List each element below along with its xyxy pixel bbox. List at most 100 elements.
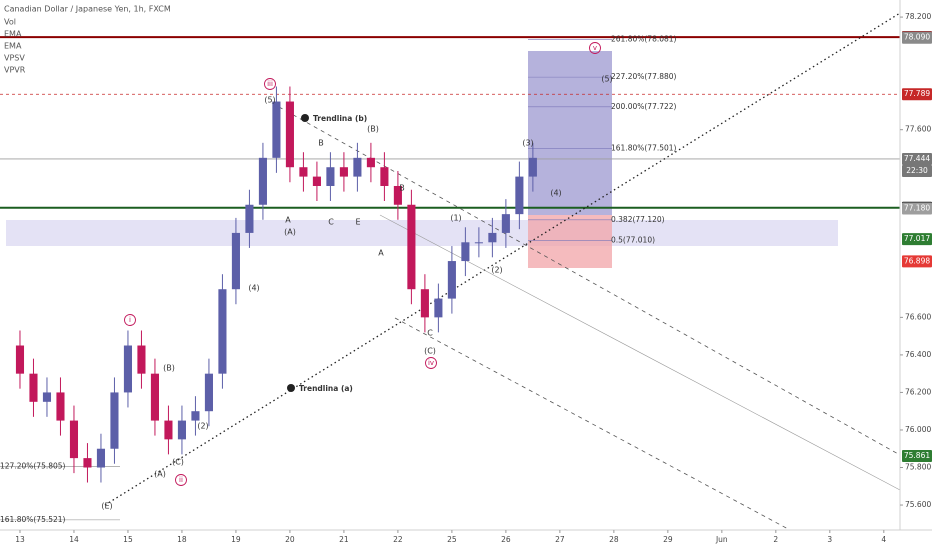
x-tick-label: 14 xyxy=(69,535,79,544)
legend: Canadian Dollar / Japanese Yen, 1h, FXCM… xyxy=(4,5,171,75)
wave-label: (3) xyxy=(522,139,533,148)
x-tick-label: Jun xyxy=(715,535,728,544)
candle-body xyxy=(501,214,510,233)
price-tag-label: 76.898 xyxy=(904,256,930,265)
candle-body xyxy=(164,420,173,440)
legend-item: EMA xyxy=(4,42,22,51)
candle-body xyxy=(204,373,213,412)
x-tick-label: 18 xyxy=(177,535,187,544)
candle-body xyxy=(123,345,133,393)
fib-label: 161.80%(75.521) xyxy=(0,515,66,524)
candle-body xyxy=(488,232,497,243)
trendline-a xyxy=(104,9,906,506)
price-tag: 77.789 xyxy=(902,88,932,101)
x-tick-label: 15 xyxy=(123,535,133,544)
price-tag-label: 77.180 xyxy=(904,204,930,213)
candle-body xyxy=(366,157,375,168)
candle-body xyxy=(285,101,294,168)
wave-label: (4) xyxy=(550,189,561,198)
wave-label: B xyxy=(318,139,324,148)
y-tick-label: 76.000 xyxy=(905,425,931,434)
candle-body xyxy=(339,167,348,177)
candle-body xyxy=(353,157,362,177)
wave-circle xyxy=(175,474,187,486)
y-tick-label: 75.600 xyxy=(905,500,931,509)
y-tick-label: 76.600 xyxy=(905,312,931,321)
candle-body xyxy=(245,204,254,233)
wave-label: A xyxy=(378,249,384,258)
wave-label: (A) xyxy=(284,228,296,237)
x-tick-label: 20 xyxy=(285,535,295,544)
legend-item: Vol xyxy=(4,18,16,27)
wave-label: ii xyxy=(179,476,183,484)
legend-item: VPVR xyxy=(4,66,26,75)
fib-label: 0.5(77.010) xyxy=(611,235,655,244)
legend-item: EMA xyxy=(4,30,22,39)
fib-label: 200.00%(77.722) xyxy=(611,102,677,111)
wave-circle xyxy=(124,314,136,326)
price-tag: 77.444 22:30 xyxy=(902,152,932,177)
fib-label: 227.20%(77.880) xyxy=(611,72,677,81)
countdown-label: 22:30 xyxy=(906,166,928,175)
candle-body xyxy=(474,242,483,244)
target-box xyxy=(528,51,612,215)
x-tick-label: 2 xyxy=(773,535,778,544)
candle-body xyxy=(272,101,281,158)
candle-body xyxy=(299,167,308,177)
price-tag-box xyxy=(902,152,932,165)
x-tick-label: 22 xyxy=(393,535,403,544)
legend-title: Canadian Dollar / Japanese Yen, 1h, FXCM xyxy=(4,5,171,14)
wave-label: iii xyxy=(267,80,273,88)
price-tag: 78.090 xyxy=(902,31,932,44)
candle-body xyxy=(42,392,52,402)
candle-body xyxy=(96,448,106,468)
candle-body xyxy=(56,392,65,421)
price-tag-label: 77.789 xyxy=(904,89,930,98)
stop-box xyxy=(528,215,612,268)
wave-label: iv xyxy=(428,359,434,367)
candle-body xyxy=(191,411,200,421)
trendline-handle xyxy=(287,384,295,392)
price-tag-label: 77.444 xyxy=(904,154,930,163)
x-tick-label: 28 xyxy=(609,535,619,544)
wave-label: (A) xyxy=(154,470,166,479)
legend-item: VPSV xyxy=(4,54,25,63)
x-tick-label: 25 xyxy=(447,535,457,544)
candle-body xyxy=(393,185,402,205)
candle-body xyxy=(434,298,443,318)
trendline-label: Trendlina (a) xyxy=(299,384,353,393)
candle-body xyxy=(110,392,119,449)
candle-body xyxy=(515,176,524,215)
candle-body xyxy=(218,289,227,374)
price-tag-box xyxy=(902,450,932,463)
x-tick-label: 27 xyxy=(555,535,565,544)
price-tag: 77.017 xyxy=(902,233,932,246)
price-tag-box xyxy=(902,255,932,268)
wave-label: (C) xyxy=(172,458,184,467)
wave-label: (5) xyxy=(264,96,275,105)
wave-label: i xyxy=(129,316,131,324)
wave-label: (5) xyxy=(601,75,612,84)
wave-label: (E) xyxy=(101,502,112,511)
price-tag-box xyxy=(902,31,932,44)
axes: 78.200 77.600 76.600 76.400 76.200 76.000 75.8… xyxy=(15,12,932,544)
y-tick-label: 78.200 xyxy=(905,12,931,21)
x-tick-label: 29 xyxy=(663,535,673,544)
wave-label: (4) xyxy=(248,284,259,293)
x-tick-label: 4 xyxy=(881,535,886,544)
trendline-handle xyxy=(301,114,309,122)
price-tag-box xyxy=(902,88,932,101)
fib-label: 127.20%(75.805) xyxy=(0,462,66,471)
candle-body xyxy=(447,261,456,299)
y-tick-label: 76.200 xyxy=(905,387,931,396)
fib-label: 161.80%(77.501) xyxy=(611,143,677,152)
price-tag-box xyxy=(902,233,932,246)
wave-label: (1) xyxy=(450,214,461,223)
candle-body xyxy=(420,289,429,318)
wave-label: C xyxy=(328,218,334,227)
range-band xyxy=(6,220,838,246)
wave-circle xyxy=(589,42,601,54)
candle-body xyxy=(69,420,79,459)
